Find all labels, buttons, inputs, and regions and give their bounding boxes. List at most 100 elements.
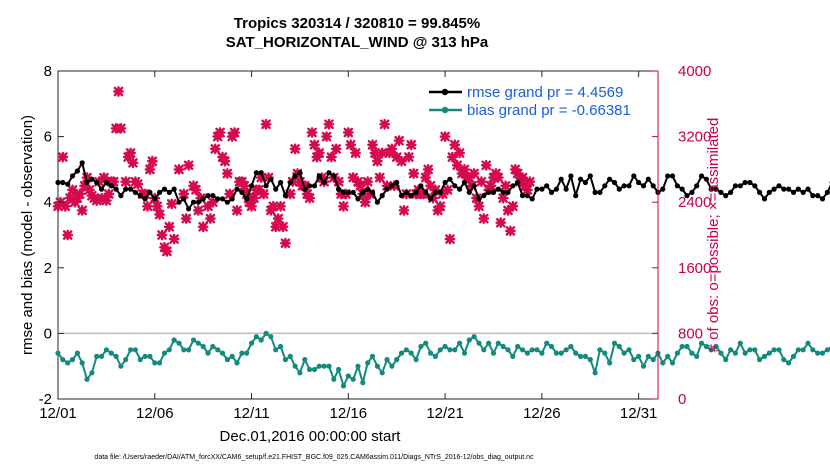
obs-count-marker-glyph — [371, 155, 383, 167]
legend-bias-label: bias grand pr = -0.66381 — [467, 102, 631, 119]
obs-count-marker-glyph — [183, 159, 195, 171]
bias-point — [505, 347, 511, 353]
obs-count-marker-glyph — [79, 180, 91, 192]
legend-rmse-label: rmse grand pr = 4.4569 — [467, 84, 623, 101]
x-tick-label: 12/31 — [620, 405, 658, 422]
bias-point — [747, 347, 753, 353]
obs-count-marker-glyph — [342, 127, 354, 138]
rmse-point — [553, 186, 560, 192]
rmse-point — [761, 196, 768, 202]
obs-count-marker — [202, 200, 214, 212]
x-tick-label: 12/11 — [233, 405, 269, 422]
obs-count-marker-glyph — [495, 217, 507, 229]
bias-point — [302, 357, 308, 363]
rmse-point — [544, 183, 550, 189]
obs-count-marker — [209, 143, 221, 155]
rmse-point — [718, 189, 724, 195]
bias-point — [519, 347, 526, 353]
obs-count-marker — [238, 180, 250, 192]
obs-count-marker-glyph — [246, 200, 257, 212]
obs-count-marker — [437, 188, 449, 200]
bias-point — [423, 340, 429, 346]
bias-point — [60, 357, 66, 363]
rmse-point — [694, 183, 700, 189]
obs-count-marker-glyph — [347, 172, 359, 183]
obs-count-marker-glyph — [258, 188, 270, 200]
obs-count-marker-glyph — [67, 184, 78, 196]
bias-point — [718, 350, 724, 356]
obs-count-marker-glyph — [512, 168, 524, 179]
obs-count-marker — [197, 221, 209, 233]
obs-count-marker — [347, 172, 359, 183]
rmse-point — [55, 179, 61, 186]
obs-count-marker — [289, 143, 301, 155]
obs-count-marker — [248, 192, 260, 204]
bias-point — [55, 350, 61, 356]
obs-count-marker-glyph — [524, 176, 536, 188]
bias-point — [490, 350, 497, 356]
obs-count-marker-glyph — [417, 188, 429, 200]
data-file-footnote: data file: /Users/raeder/DAI/ATM_forcXX/… — [94, 454, 534, 461]
rmse-point — [723, 193, 729, 199]
obs-count-marker — [405, 139, 417, 151]
rmse-point — [737, 183, 743, 189]
obs-count-marker — [468, 168, 480, 179]
rmse-point — [631, 173, 637, 179]
obs-count-marker — [246, 200, 257, 212]
rmse-point — [176, 199, 182, 205]
rmse-point — [248, 183, 255, 189]
obs-count-marker-glyph — [248, 192, 260, 204]
rmse-point — [282, 193, 288, 199]
obs-count-marker — [96, 192, 107, 204]
rmse-point — [578, 176, 584, 182]
obs-count-marker-glyph — [442, 184, 453, 196]
bias-point — [215, 347, 221, 353]
bias-point — [248, 340, 255, 346]
bias-point — [587, 357, 593, 363]
bias-point — [771, 347, 777, 353]
legend-bias-marker — [441, 106, 449, 114]
rmse-point — [103, 179, 109, 186]
bias-point — [795, 347, 801, 353]
rmse-point — [200, 196, 206, 202]
bias-point — [365, 360, 371, 366]
rmse-point — [340, 189, 347, 195]
rmse-point — [771, 186, 777, 192]
rmse-point — [645, 176, 651, 182]
bias-point — [815, 350, 821, 356]
obs-count-marker — [260, 118, 272, 130]
x-tick-label: 12/16 — [330, 405, 368, 422]
rmse-point — [94, 179, 100, 186]
left-y-tick-label: 6 — [44, 129, 52, 146]
obs-count-marker — [62, 229, 74, 241]
bias-point — [674, 350, 681, 356]
obs-count-marker-glyph — [478, 213, 490, 224]
bias-point — [500, 343, 506, 350]
rmse-point — [142, 196, 148, 202]
rmse-point — [365, 186, 371, 192]
bias-point — [350, 376, 356, 382]
obs-count-marker — [473, 200, 485, 212]
bias-point — [84, 376, 90, 382]
bias-point — [432, 353, 438, 359]
obs-count-marker — [439, 131, 451, 142]
bias-point — [142, 353, 148, 359]
obs-count-marker — [478, 213, 490, 224]
obs-count-marker-glyph — [359, 196, 371, 208]
obs-count-marker — [100, 195, 112, 206]
rmse-point — [597, 189, 603, 195]
obs-count-marker — [480, 159, 492, 171]
obs-count-marker-glyph — [125, 147, 136, 159]
obs-count-marker — [304, 192, 316, 204]
bias-point — [597, 347, 603, 353]
rmse-point — [331, 173, 337, 179]
bias-point — [181, 347, 187, 353]
rmse-point — [263, 183, 269, 189]
obs-count-marker-glyph — [393, 135, 405, 147]
obs-count-marker-glyph — [420, 172, 432, 183]
bias-point — [694, 353, 700, 359]
rmse-point — [369, 189, 376, 195]
obs-count-marker-glyph — [475, 176, 487, 188]
obs-count-marker — [146, 155, 158, 167]
obs-count-marker — [362, 176, 374, 188]
